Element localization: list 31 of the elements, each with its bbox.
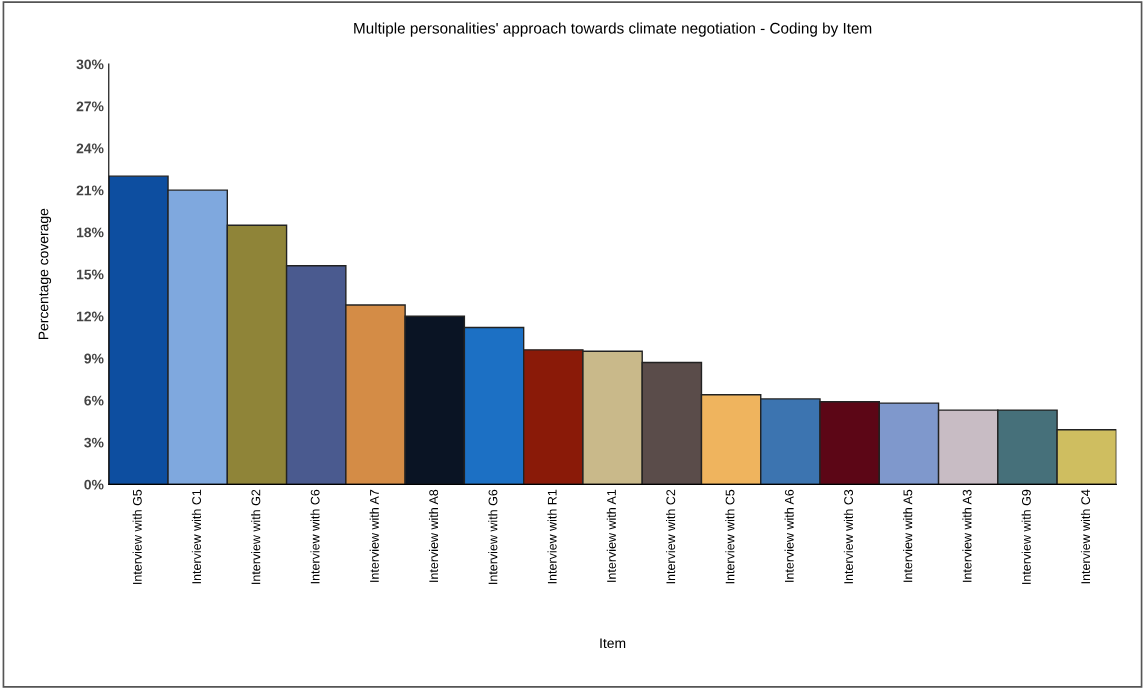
x-tick-label: Interview with A1: [606, 489, 616, 582]
x-tick-label: Interview with R1: [547, 489, 557, 584]
y-tick-label: 30%: [76, 59, 104, 70]
x-tick-label: Interview with A8: [428, 489, 439, 582]
y-tick-label: 9%: [84, 353, 104, 364]
x-tick-label: Interview with C1: [191, 489, 202, 584]
x-tick-label: Interview with C5: [725, 489, 735, 584]
x-tick-label: Interview with C6: [310, 489, 320, 584]
x-tick-label: Interview with A7: [369, 489, 379, 582]
x-tick-label: Interview with G5: [132, 489, 142, 584]
y-axis-title: Percentage coverage: [38, 208, 52, 340]
y-tick-label: 6%: [84, 395, 104, 406]
x-tick-label: Interview with G9: [1021, 489, 1031, 584]
x-tick-label: Interview with C3: [843, 489, 854, 584]
y-tick-label: 12%: [76, 311, 104, 322]
chart-title: Multiple personalities' approach towards climate negotiation - Coding by Item: [354, 22, 872, 37]
y-tick-label: 21%: [76, 185, 104, 196]
y-tick-label: 18%: [76, 227, 104, 238]
x-tick-label: Interview with G2: [251, 489, 261, 584]
y-tick-label: 0%: [84, 479, 104, 490]
y-tick-label: 24%: [76, 143, 104, 154]
x-tick-label: Interview with G6: [488, 489, 498, 584]
x-tick-label: Interview with C4: [1080, 489, 1091, 584]
x-tick-label: Interview with A3: [962, 489, 972, 582]
y-tick-label: 27%: [76, 101, 104, 112]
x-tick-label: Interview with C2: [666, 489, 676, 584]
y-tick-label: 15%: [76, 269, 104, 280]
y-tick-label: 3%: [84, 437, 104, 448]
x-axis-title: Item: [600, 638, 626, 649]
x-tick-label: Interview with A6: [784, 489, 794, 582]
x-tick-label: Interview with A5: [903, 489, 913, 582]
